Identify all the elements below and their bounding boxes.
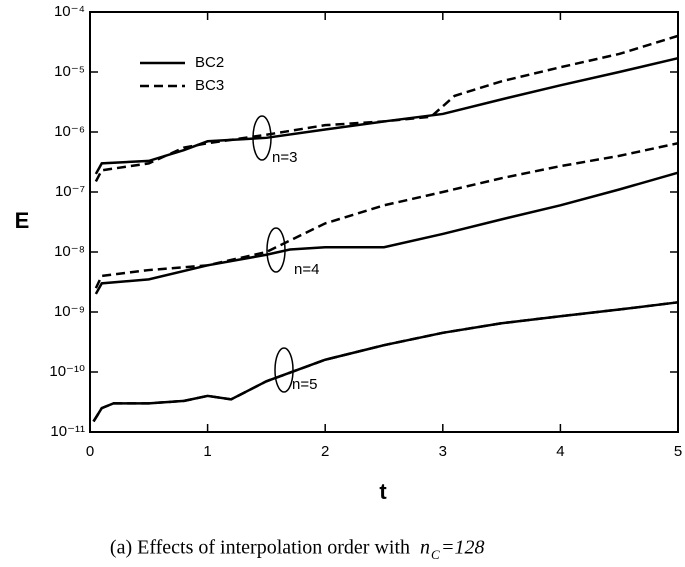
x-tick-label: 4: [556, 443, 564, 460]
caption-symbol: n: [420, 537, 430, 559]
plot-frame: [89, 11, 679, 433]
annotation: n=4: [294, 261, 319, 278]
caption-rest: =128: [441, 537, 485, 559]
x-tick-label: 0: [86, 443, 94, 460]
legend-label: BC2: [195, 54, 224, 71]
line: [94, 34, 679, 183]
line: [94, 142, 679, 289]
y-tick-label: 10⁻¹¹: [50, 423, 85, 440]
y-tick-label: 10⁻⁵: [54, 63, 85, 80]
annotation: n=3: [272, 149, 297, 166]
x-tick-label: 1: [203, 443, 211, 460]
x-tick-label: 3: [439, 443, 447, 460]
caption-subscript: C: [431, 547, 440, 562]
line: [94, 171, 679, 295]
y-tick-label: 10⁻⁴: [54, 3, 85, 20]
line: [92, 301, 679, 423]
ellipse: [274, 347, 294, 393]
y-tick-label: 10⁻⁶: [54, 123, 85, 140]
y-tick-label: 10⁻⁹: [54, 303, 85, 320]
x-tick-label: 2: [321, 443, 329, 460]
caption: (a) Effects of interpolation order with: [110, 537, 410, 559]
y-tick-label: 10⁻⁸: [54, 243, 85, 260]
y-tick-label: 10⁻¹⁰: [49, 363, 85, 380]
line: [94, 56, 679, 175]
y-tick-label: 10⁻⁷: [55, 183, 85, 200]
legend-label: BC3: [195, 77, 224, 94]
y-axis-label: E: [15, 208, 30, 233]
annotation: n=5: [292, 376, 317, 393]
x-axis-label: t: [379, 479, 387, 504]
x-tick-label: 5: [674, 443, 682, 460]
line: [92, 301, 679, 423]
